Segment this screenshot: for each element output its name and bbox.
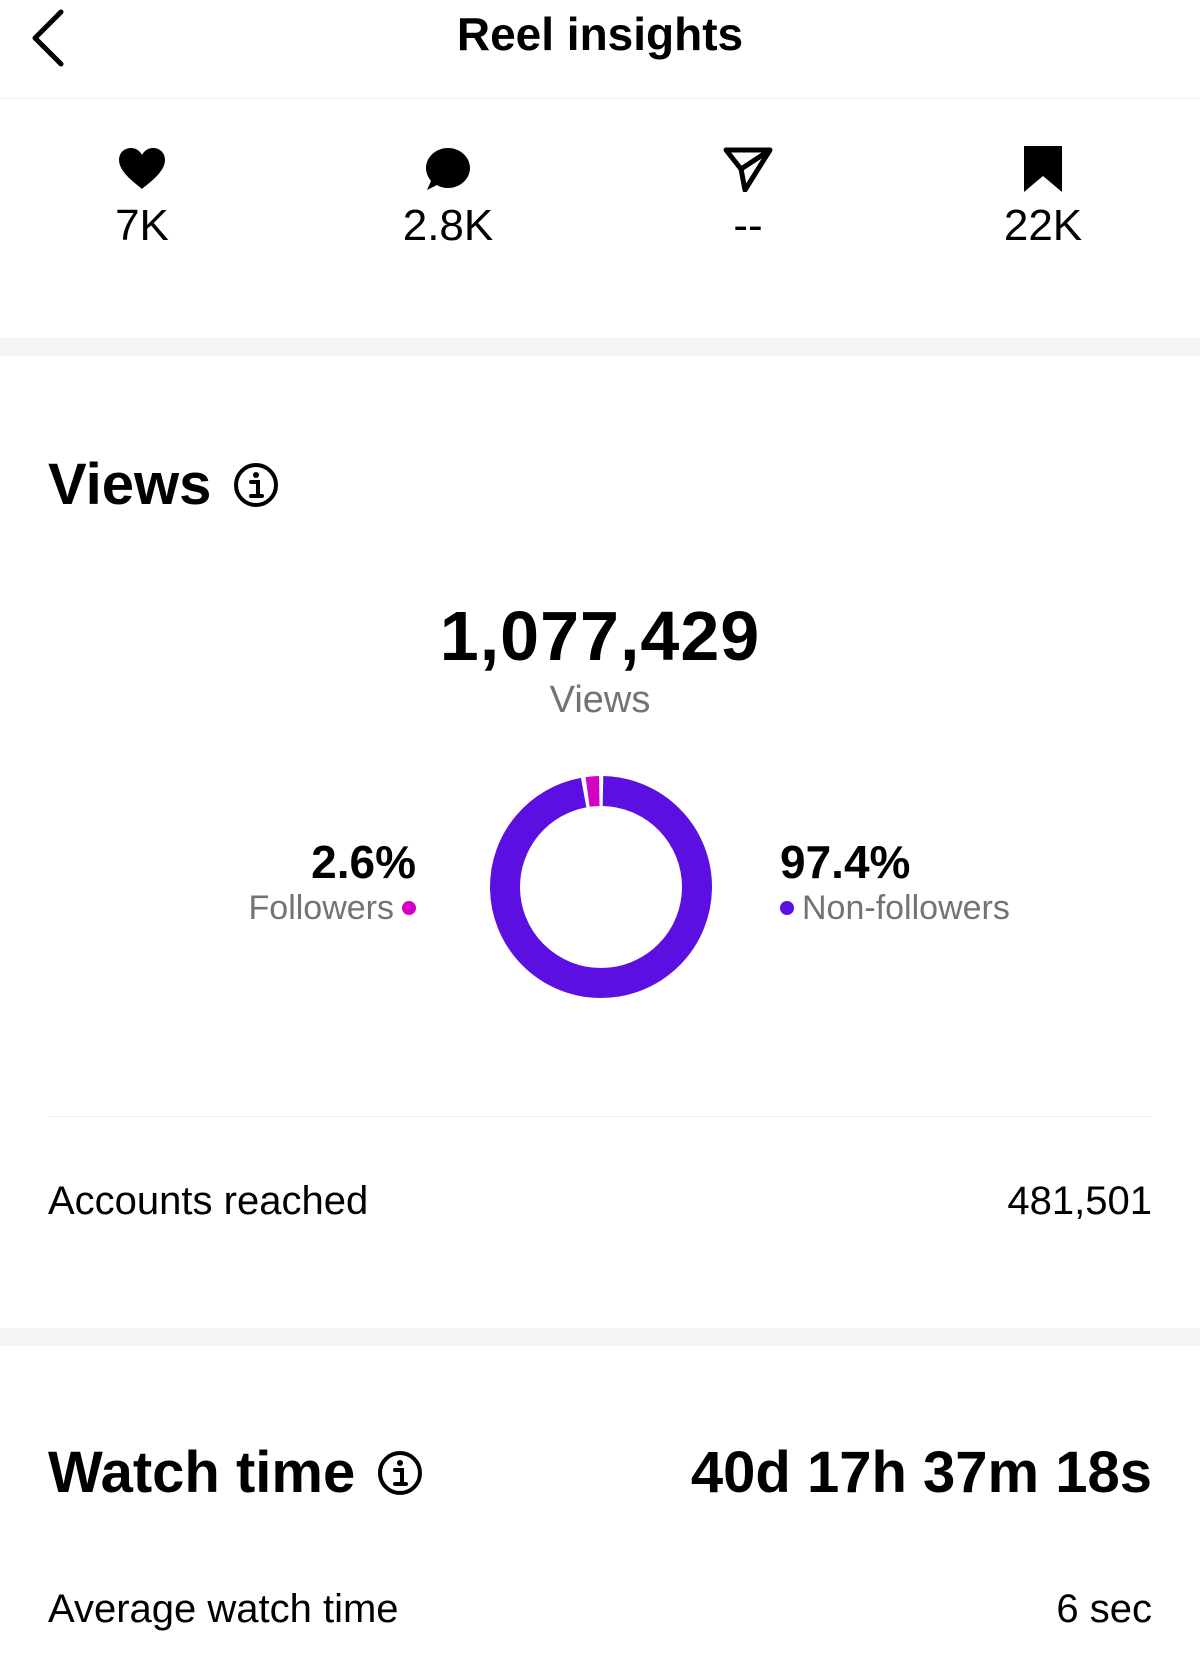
average-watch-time-value: 6 sec	[1056, 1587, 1152, 1631]
watch-time-heading: Watch time	[48, 1440, 423, 1506]
shares-stat: --	[648, 140, 848, 252]
comment-icon	[426, 148, 470, 190]
saves-stat: 22K	[943, 140, 1143, 252]
non-followers-percent: 97.4%	[780, 836, 911, 888]
info-icon[interactable]	[377, 1450, 423, 1496]
donut-segment-non-followers	[490, 776, 712, 998]
share-icon	[723, 147, 773, 192]
shares-count: --	[733, 201, 763, 250]
likes-count: 7K	[115, 201, 169, 250]
followers-label: Followers	[248, 889, 394, 927]
bookmark-icon	[1024, 146, 1062, 192]
views-heading: Views	[48, 452, 279, 518]
views-total: 1,077,429	[439, 597, 761, 675]
row-divider	[48, 1116, 1152, 1117]
section-divider	[0, 338, 1200, 356]
followers-percent: 2.6%	[311, 836, 416, 888]
saves-count: 22K	[1003, 201, 1083, 250]
section-divider	[0, 1328, 1200, 1346]
non-followers-label: Non-followers	[802, 889, 1010, 927]
heart-icon	[119, 148, 165, 189]
watch-time-value: 40d 17h 37m 18s	[690, 1440, 1152, 1505]
views-donut-chart	[490, 776, 712, 998]
followers-dot-icon	[402, 901, 416, 915]
accounts-reached-label: Accounts reached	[48, 1179, 369, 1223]
likes-stat: 7K	[42, 140, 242, 252]
views-title: Views	[48, 452, 212, 517]
non-followers-dot-icon	[780, 901, 794, 915]
accounts-reached-value: 481,501	[1007, 1179, 1152, 1223]
chevron-left-icon	[32, 9, 64, 67]
non-followers-legend: 97.4% Non-followers	[780, 836, 1080, 928]
page-title: Reel insights	[456, 8, 744, 60]
average-watch-time-label: Average watch time	[48, 1587, 399, 1631]
top-bar	[0, 0, 1200, 99]
back-button[interactable]	[18, 4, 78, 72]
followers-legend: 2.6% Followers	[200, 836, 416, 928]
watch-time-title: Watch time	[48, 1440, 356, 1505]
comments-stat: 2.8K	[348, 140, 548, 252]
info-icon[interactable]	[233, 462, 279, 508]
views-total-label: Views	[549, 679, 651, 721]
comments-count: 2.8K	[402, 201, 494, 250]
